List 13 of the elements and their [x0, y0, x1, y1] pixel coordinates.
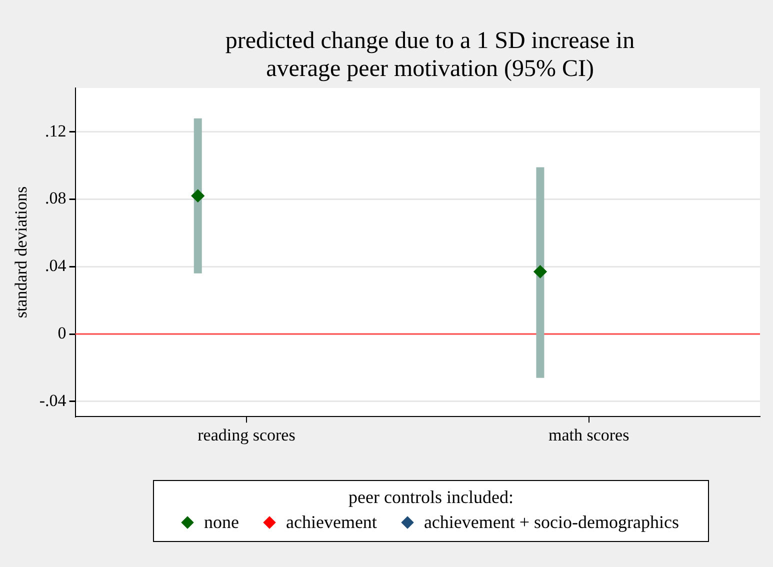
x-tick-label: reading scores — [198, 425, 296, 444]
legend-title: peer controls included: — [348, 487, 514, 508]
legend-label: none — [204, 512, 239, 533]
y-tick-label: .04 — [45, 256, 67, 276]
y-axis-title: standard deviations — [12, 186, 31, 318]
legend-label: achievement + socio-demographics — [424, 512, 679, 533]
y-tick-label: .08 — [45, 188, 66, 208]
y-tick-label: .12 — [45, 121, 66, 140]
y-tick-label: -.04 — [39, 390, 67, 410]
legend-label: achievement — [286, 512, 377, 533]
x-tick-label: math scores — [548, 425, 630, 444]
y-tick-label: 0 — [58, 323, 66, 342]
chart-title: predicted change due to a 1 SD increase in average peer motivation (95% CI) — [224, 27, 636, 83]
